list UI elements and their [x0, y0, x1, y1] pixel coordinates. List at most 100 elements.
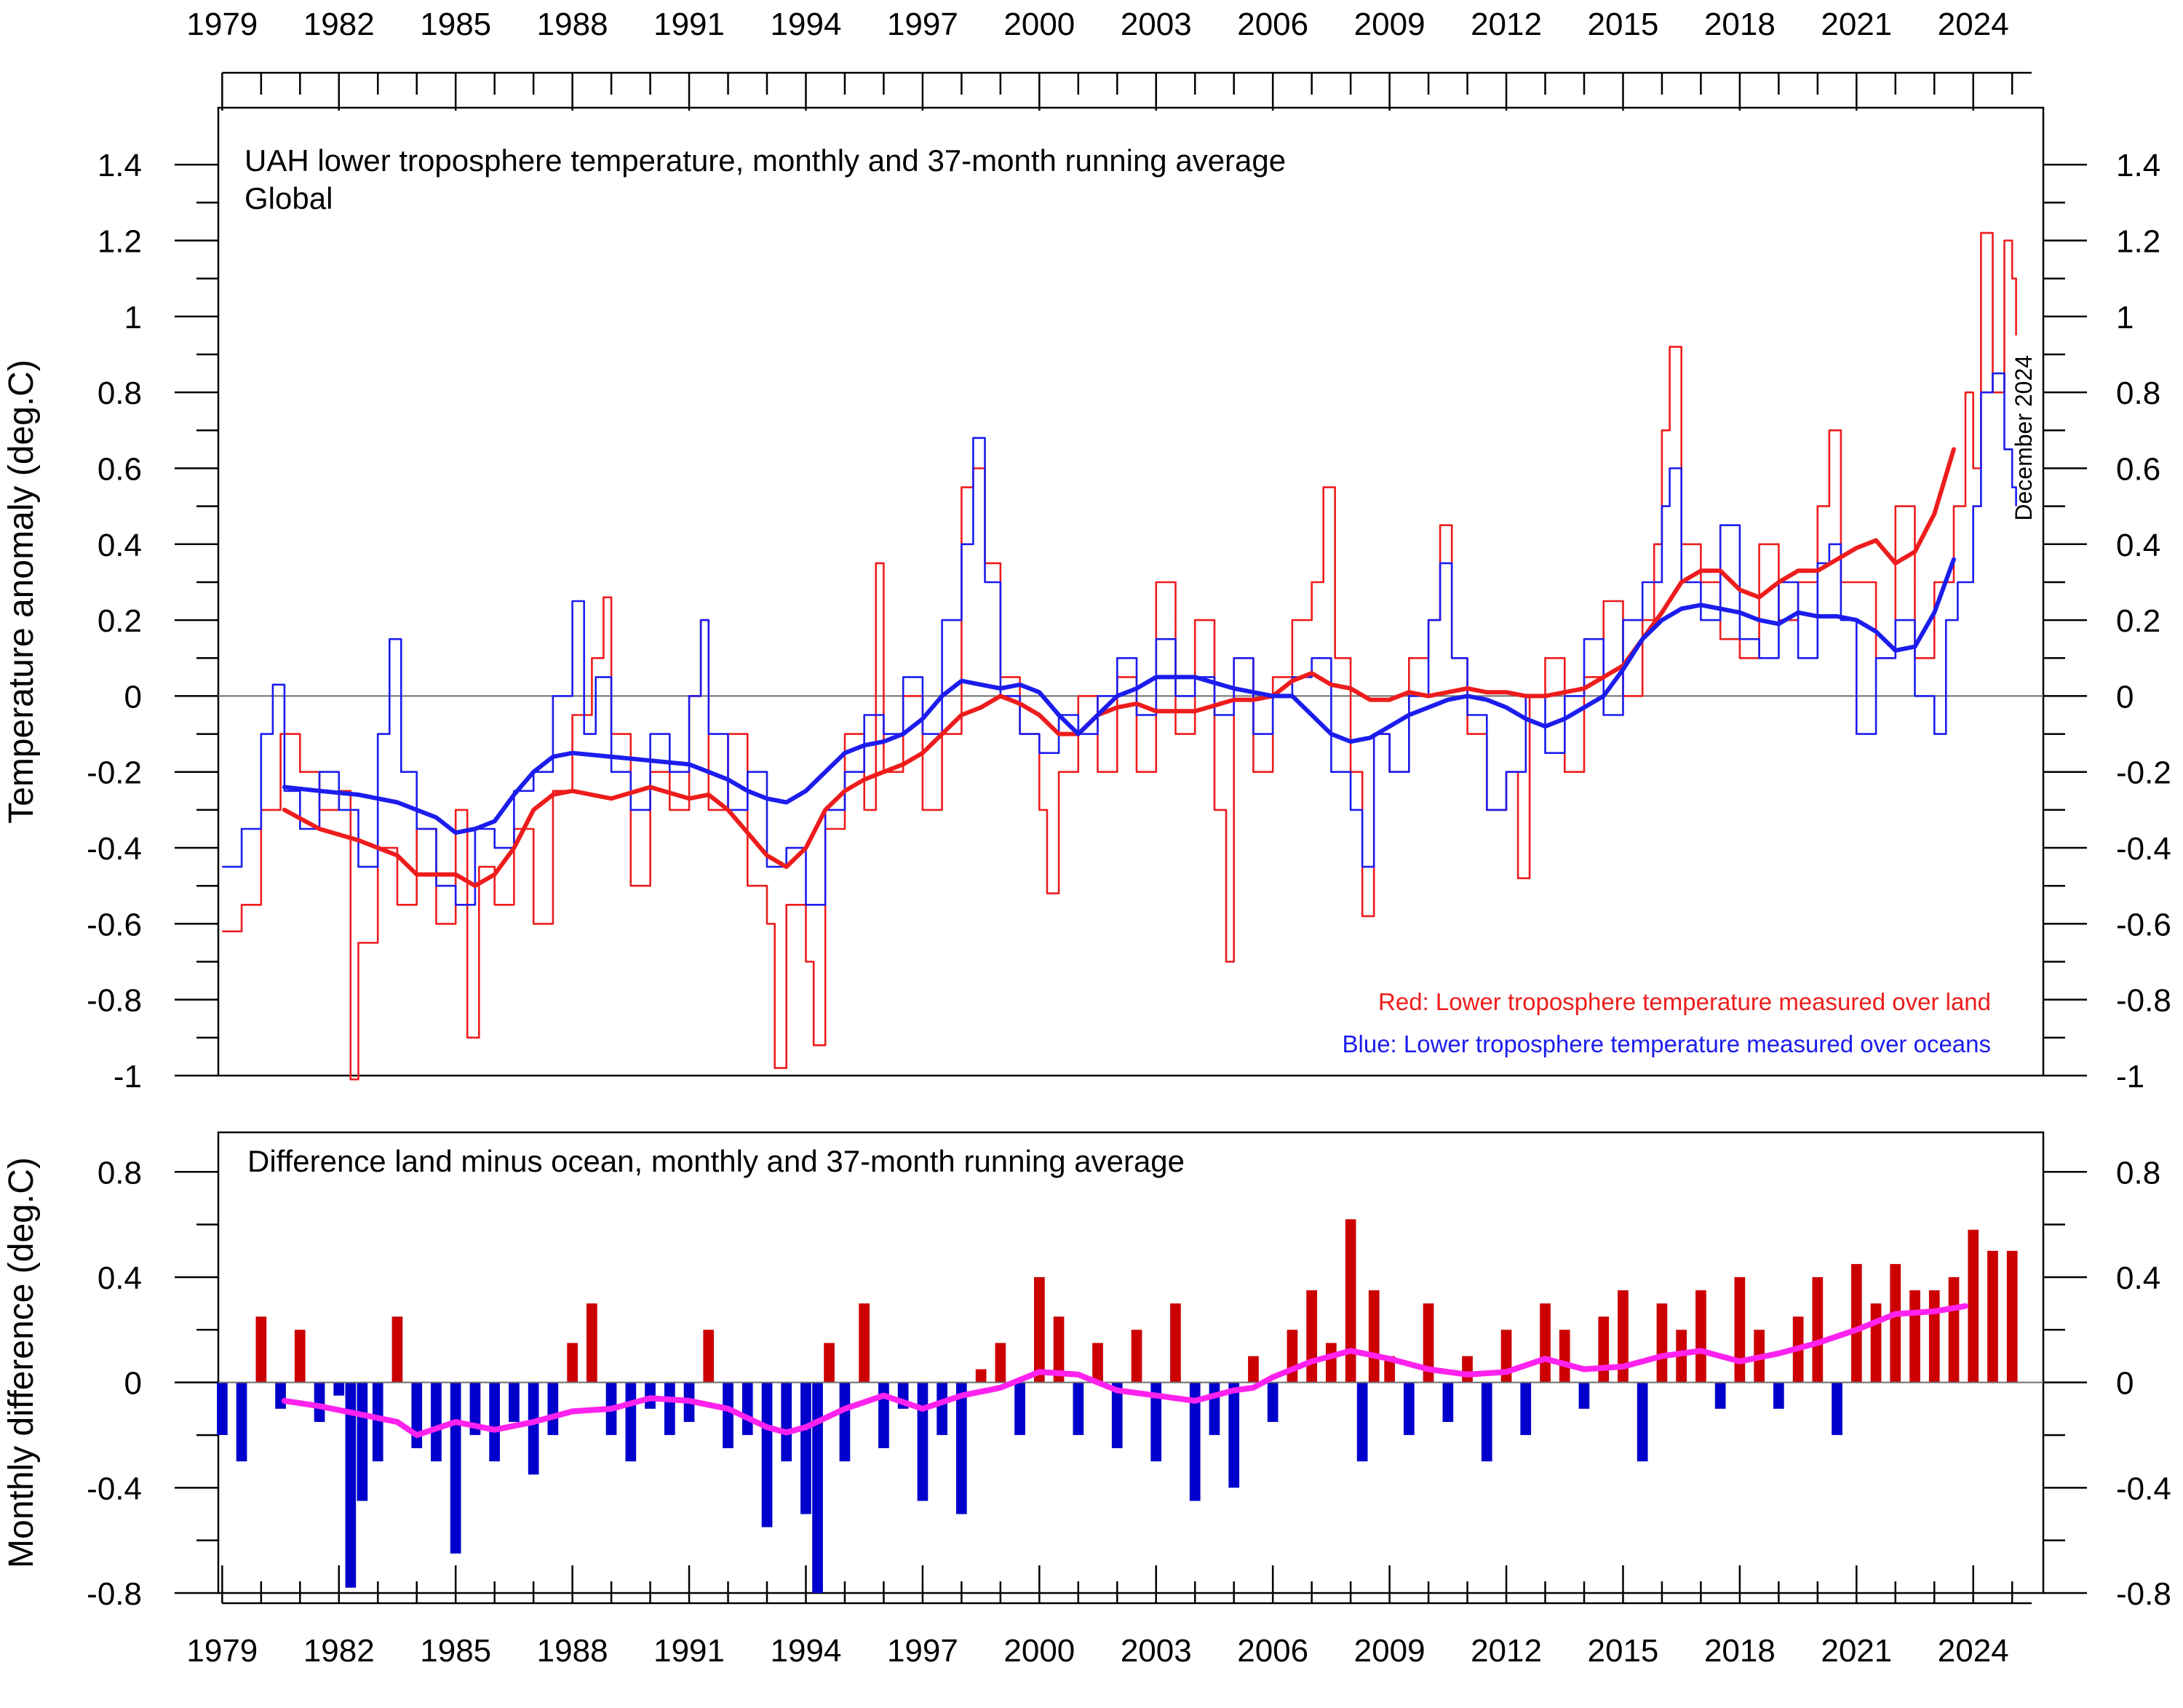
- difference-bar: [294, 1330, 306, 1383]
- difference-bar: [859, 1303, 870, 1383]
- difference-bar: [1773, 1382, 1784, 1409]
- difference-bar: [1306, 1290, 1317, 1383]
- difference-bar: [1832, 1382, 1842, 1435]
- x-tick-label-bottom: 2018: [1704, 1633, 1776, 1669]
- difference-bar: [703, 1330, 715, 1383]
- y-tick-label-left: -0.2: [87, 755, 142, 791]
- difference-bar: [1170, 1303, 1181, 1383]
- difference-bar: [2006, 1250, 2018, 1383]
- difference-bar: [469, 1382, 481, 1435]
- x-tick-label-top: 1988: [537, 7, 608, 42]
- difference-bar: [1267, 1382, 1279, 1422]
- chart-title-bottom: Difference land minus ocean, monthly and…: [247, 1144, 1185, 1178]
- difference-bar: [995, 1343, 1006, 1383]
- difference-bar: [1053, 1316, 1065, 1383]
- difference-chart: -0.8 -0.8 -0.4 -0.4 0 0 0.4 0.4 0.8 0.8 Difference…: [2, 1131, 2171, 1612]
- difference-bar: [1209, 1382, 1220, 1435]
- difference-bar: [1520, 1382, 1532, 1435]
- difference-bar: [236, 1382, 247, 1462]
- x-tick-label-bottom: 2003: [1121, 1633, 1192, 1669]
- difference-bar: [1345, 1219, 1356, 1383]
- difference-bar: [839, 1382, 851, 1462]
- difference-bar: [937, 1382, 947, 1435]
- difference-bar: [372, 1382, 383, 1462]
- x-tick-label-bottom: 1982: [303, 1633, 375, 1669]
- x-tick-label-bottom: 2015: [1588, 1633, 1659, 1669]
- y-tick-label-right: 0: [2116, 1366, 2134, 1402]
- difference-bar: [314, 1382, 325, 1422]
- y-tick-label-right: 0.2: [2116, 603, 2160, 639]
- difference-bar: [1462, 1356, 1473, 1383]
- y-tick-label-left: -0.4: [87, 1471, 142, 1506]
- y-tick-label-left: 0.2: [98, 603, 142, 639]
- difference-bar: [1812, 1276, 1824, 1383]
- difference-bar: [1287, 1330, 1298, 1383]
- x-tick-label-top: 2003: [1121, 7, 1192, 42]
- difference-bar: [1073, 1382, 1084, 1435]
- x-axis-bottom: 1979 1982 1985 1988 1991 1994 1997 2000 2003 2006…: [186, 1565, 2032, 1669]
- difference-bar: [411, 1382, 423, 1448]
- x-axis-top: 1979 1982 1985 1988 1991 1994 1997 2000 2003 2006…: [186, 7, 2032, 111]
- plot-frame-bottom: [217, 1131, 2045, 1594]
- y-tick-label-right: 1.2: [2116, 224, 2160, 260]
- land-running-average-line: [282, 447, 1956, 889]
- difference-bar: [761, 1382, 773, 1528]
- x-tick-label-bottom: 2009: [1354, 1633, 1425, 1669]
- difference-bar: [357, 1382, 368, 1501]
- difference-bar: [586, 1303, 597, 1383]
- difference-bar: [528, 1382, 539, 1475]
- x-tick-label-bottom: 1979: [186, 1633, 258, 1669]
- y-tick-label-left: 0: [124, 679, 142, 715]
- difference-bar: [489, 1382, 500, 1462]
- difference-bar: [1423, 1303, 1434, 1383]
- difference-bar: [1559, 1330, 1570, 1383]
- x-tick-label-top: 1985: [420, 7, 491, 42]
- x-tick-label-bottom: 2006: [1237, 1633, 1308, 1669]
- land-monthly-line: [222, 231, 2017, 1081]
- y-tick-label-left: 0.4: [98, 1260, 142, 1296]
- y-tick-label-right: -0.4: [2116, 1471, 2171, 1506]
- legend-land: Red: Lower troposphere temperature measu…: [1378, 988, 1991, 1015]
- difference-bar: [800, 1382, 811, 1514]
- difference-bar: [1404, 1382, 1415, 1435]
- plot-frame-top: [217, 106, 2045, 1077]
- difference-bar: [956, 1382, 967, 1514]
- y-tick-label-left: 1.2: [98, 224, 142, 260]
- difference-bar: [917, 1382, 929, 1501]
- difference-bar: [1150, 1382, 1162, 1462]
- difference-bar: [781, 1382, 792, 1462]
- y-tick-label-left: 0.6: [98, 451, 142, 487]
- x-tick-label-bottom: 2000: [1003, 1633, 1075, 1669]
- y-tick-label-right: -1: [2116, 1059, 2144, 1095]
- difference-bar: [741, 1382, 753, 1435]
- y-tick-label-left: 0.8: [98, 1155, 142, 1191]
- difference-bar: [1870, 1303, 1882, 1383]
- y-tick-label-left: -0.8: [87, 1576, 142, 1612]
- difference-bar: [567, 1343, 578, 1383]
- x-tick-label-bottom: 1985: [420, 1633, 491, 1669]
- x-tick-label-top: 2015: [1588, 7, 1659, 42]
- y-tick-label-right: -0.8: [2116, 983, 2171, 1019]
- y-tick-label-right: -0.2: [2116, 755, 2171, 791]
- difference-bar: [391, 1316, 403, 1383]
- legend-ocean: Blue: Lower troposphere temperature meas…: [1343, 1030, 1992, 1057]
- difference-bar: [1578, 1382, 1590, 1409]
- x-tick-label-top: 1991: [653, 7, 725, 42]
- x-tick-label-bottom: 1988: [537, 1633, 608, 1669]
- difference-bar: [1968, 1229, 1979, 1383]
- x-tick-label-top: 2000: [1003, 7, 1075, 42]
- difference-bar: [1851, 1263, 1862, 1383]
- difference-bar: [723, 1382, 733, 1448]
- y-tick-label-left: -1: [114, 1059, 142, 1095]
- y-tick-label-left: 1: [124, 300, 142, 335]
- x-tick-label-bottom: 2021: [1821, 1633, 1892, 1669]
- difference-bar: [1618, 1290, 1629, 1383]
- x-tick-label-top: 1994: [771, 7, 842, 42]
- y-tick-label-right: 0: [2116, 679, 2134, 715]
- difference-bar: [878, 1382, 889, 1448]
- difference-bar: [975, 1369, 987, 1383]
- y-tick-label-right: 0.4: [2116, 528, 2160, 563]
- x-tick-label-bottom: 1991: [653, 1633, 725, 1669]
- difference-bar: [509, 1382, 520, 1422]
- y-tick-label-right: 0.8: [2116, 376, 2160, 411]
